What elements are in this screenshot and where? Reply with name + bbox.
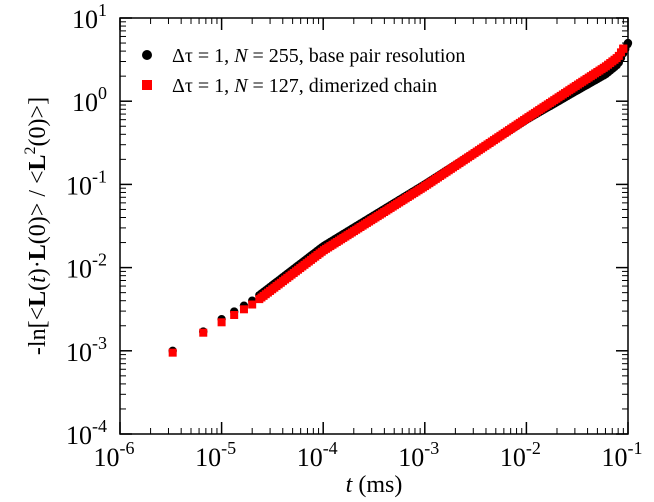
x-tick-label: 10-3 (398, 438, 439, 472)
y-tick-label: 101 (72, 0, 107, 34)
x-tick-label: 10-4 (297, 438, 338, 472)
x-tick-labels: 10-6 10-5 10-4 10-3 10-2 10-1 (94, 438, 643, 472)
y-tick-label: 10-3 (66, 333, 107, 367)
y-tick-label: 10-4 (66, 416, 107, 450)
legend-marker-black-circle (142, 50, 152, 60)
data-point (619, 44, 628, 53)
data-point (230, 310, 239, 319)
x-tick-label: 10-6 (94, 438, 135, 472)
svg-text:-ln[<L(t)·L(0)> / <L2(0)>]: -ln[<L(t)·L(0)> / <L2(0)>] (22, 97, 51, 355)
x-tick-label: 10-5 (195, 438, 236, 472)
data-point (239, 305, 248, 314)
y-tick-label: 10-1 (66, 166, 107, 200)
y-axis-label: -ln[<L(t)·L(0)> / <L2(0)>] (22, 97, 51, 355)
legend-marker-red-square (142, 80, 152, 90)
legend-entry-2: Δτ = 1, N = 127, dimerized chain (172, 75, 437, 97)
data-point (168, 348, 177, 357)
legend: Δτ = 1, N = 255, base pair resolution Δτ… (142, 45, 465, 97)
series-square-1 (168, 44, 628, 357)
data-point (217, 318, 226, 327)
plot-frame (119, 17, 629, 435)
data-point (199, 328, 208, 337)
data-point (248, 300, 257, 309)
y-tick-labels: 10-4 10-3 10-2 10-1 100 101 (66, 0, 107, 450)
axis-ticks (119, 17, 629, 435)
x-tick-label: 10-1 (602, 438, 643, 472)
legend-entry-1: Δτ = 1, N = 255, base pair resolution (172, 45, 465, 67)
y-tick-label: 10-2 (66, 250, 107, 284)
x-axis-label: t (ms) (346, 472, 403, 498)
y-tick-label: 100 (72, 83, 107, 117)
x-tick-label: 10-2 (500, 438, 541, 472)
series-layer (168, 38, 633, 357)
